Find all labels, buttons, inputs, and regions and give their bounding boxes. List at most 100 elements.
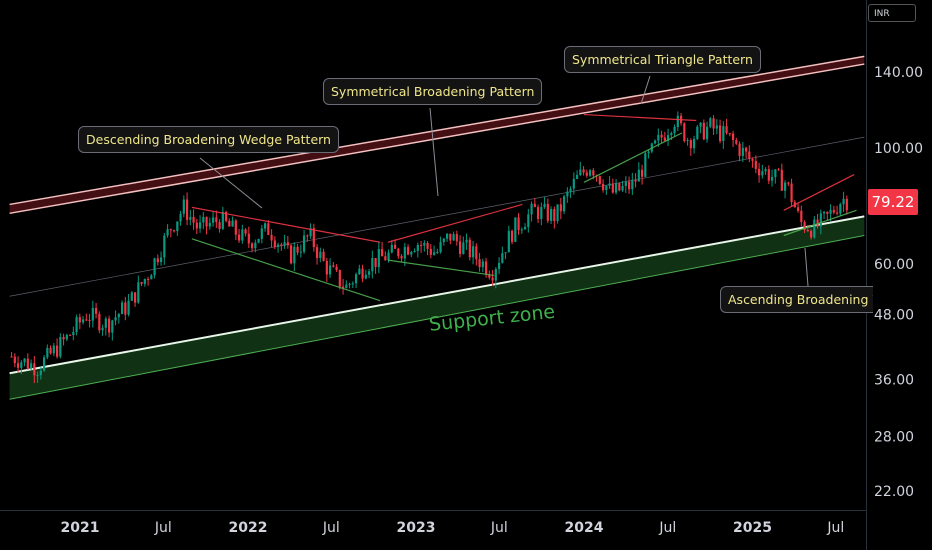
candle-body	[481, 261, 484, 268]
candle-body	[767, 169, 770, 181]
candle-body	[783, 182, 787, 191]
time-axis-tick: 2025	[733, 520, 772, 536]
candle-body	[88, 319, 91, 321]
candle-body	[452, 234, 455, 241]
candle-body	[419, 244, 423, 246]
candle-body	[221, 212, 224, 229]
candle-body	[36, 375, 39, 377]
price-axis[interactable]: 140.00 100.00 60.00 48.00 36.00 28.00 22.00	[874, 65, 923, 500]
candle-body	[39, 370, 42, 376]
candle-body	[198, 222, 202, 229]
candle-body	[393, 244, 397, 249]
candle-body	[527, 214, 530, 228]
pattern-trendline	[387, 203, 523, 243]
candle-body	[471, 246, 475, 258]
candle-body	[627, 181, 631, 190]
callout-symmetrical-triangle[interactable]: Symmetrical Triangle Pattern	[564, 46, 761, 73]
time-axis-tick: Jul	[826, 520, 844, 536]
candle-body	[546, 203, 549, 221]
callout-ascending-broadening[interactable]: Ascending Broadening W	[720, 286, 873, 313]
candle-body	[689, 140, 692, 149]
candle-body	[114, 317, 117, 321]
candle-body	[426, 243, 429, 249]
candle-body	[510, 230, 514, 242]
candle-body	[432, 252, 436, 255]
candle-body	[819, 213, 822, 227]
candle-body	[101, 327, 104, 331]
candle-body	[787, 182, 790, 184]
candle-body	[117, 313, 120, 318]
resistance-lower-line	[9, 63, 865, 215]
median-trendline	[9, 136, 865, 297]
callout-leader-line	[804, 247, 809, 287]
candle-body	[751, 158, 754, 161]
candle-body	[78, 317, 81, 323]
candle-body	[559, 204, 562, 212]
price-axis-tick: 140.00	[874, 65, 923, 81]
candle-body	[488, 274, 491, 278]
candle-body	[445, 233, 449, 239]
candle-body	[741, 147, 744, 157]
candle-body	[81, 319, 85, 323]
resistance-upper-line	[9, 55, 865, 206]
candle-body	[195, 222, 198, 229]
candle-body	[270, 234, 273, 241]
candle-body	[553, 209, 556, 222]
candle-body	[156, 258, 159, 263]
candle-body	[46, 347, 49, 358]
candle-body	[406, 247, 410, 255]
candle-body	[140, 282, 143, 284]
candle-body	[566, 191, 569, 197]
candle-body	[790, 183, 793, 203]
candle-body	[257, 238, 260, 243]
candle-body	[94, 307, 98, 314]
candle-body	[10, 356, 13, 358]
price-axis-divider	[866, 0, 867, 550]
candle-body	[575, 174, 579, 179]
candle-body	[23, 358, 26, 363]
patterns-layer	[191, 113, 857, 302]
candle-body	[85, 319, 88, 321]
candle-body	[98, 313, 101, 331]
candle-body	[341, 286, 345, 289]
candle-body	[397, 248, 400, 257]
candle-body	[777, 169, 780, 171]
candle-body	[319, 251, 322, 258]
candle-body	[549, 209, 553, 221]
candle-body	[130, 292, 133, 301]
candle-body	[754, 160, 757, 169]
candle-body	[796, 207, 800, 211]
candle-body	[757, 168, 761, 176]
pattern-trendline	[387, 259, 495, 277]
time-axis[interactable]: 2021 Jul 2022 Jul 2023 Jul 2024 Jul 2025 Jul	[61, 520, 845, 536]
last-price-tag: 79.22	[868, 189, 918, 215]
candle-body	[653, 140, 657, 144]
candle-body	[835, 212, 839, 214]
candle-body	[280, 244, 283, 246]
candle-body	[423, 243, 426, 246]
candle-body	[65, 334, 68, 340]
candle-body	[770, 176, 774, 181]
candle-body	[234, 220, 237, 235]
pattern-trendline	[583, 132, 683, 183]
candle-body	[530, 203, 533, 215]
candle-body	[637, 169, 640, 182]
candle-body	[533, 203, 536, 208]
candle-body	[484, 261, 488, 275]
candle-body	[127, 300, 130, 315]
candle-body	[725, 126, 728, 134]
callout-descending-broadening-wedge[interactable]: Descending Broadening Wedge Pattern	[78, 126, 339, 153]
candle-body	[276, 244, 280, 247]
support-zone-band	[9, 216, 865, 400]
candle-body	[211, 217, 215, 223]
currency-label: INR	[868, 4, 916, 22]
callout-symmetrical-broadening[interactable]: Symmetrical Broadening Pattern	[323, 78, 543, 105]
candle-body	[231, 220, 234, 227]
candle-body	[764, 169, 767, 172]
candle-body	[579, 169, 582, 175]
candle-body	[494, 269, 497, 281]
candle-body	[702, 122, 705, 140]
candle-body	[299, 251, 302, 253]
candle-body	[283, 242, 286, 246]
